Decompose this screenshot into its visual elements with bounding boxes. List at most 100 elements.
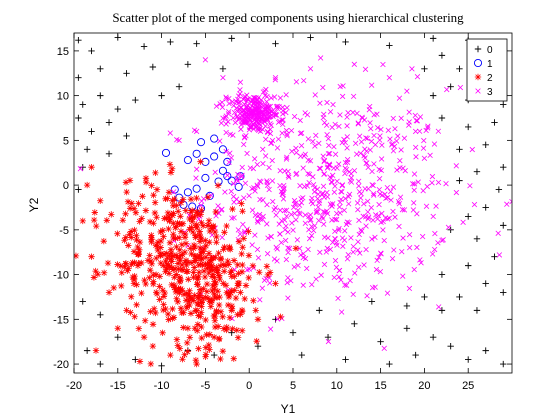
point-series-2 — [211, 285, 218, 293]
y-tick-label: 10 — [57, 91, 69, 103]
point-series-3 — [409, 66, 415, 72]
point-series-2 — [149, 342, 157, 350]
point-series-3 — [270, 198, 276, 205]
point-series-3 — [378, 126, 384, 133]
point-series-3 — [321, 234, 328, 240]
point-series-2 — [198, 255, 205, 262]
point-series-3 — [272, 75, 279, 81]
point-series-3 — [363, 223, 369, 229]
point-series-2 — [197, 211, 204, 218]
point-series-2 — [90, 274, 98, 281]
point-series-3 — [331, 144, 337, 150]
point-series-3 — [324, 189, 330, 196]
point-series-2 — [197, 309, 205, 316]
point-series-2 — [165, 270, 173, 277]
point-series-2 — [173, 271, 180, 278]
point-series-3 — [322, 209, 328, 215]
point-series-2 — [199, 261, 206, 269]
point-series-3 — [346, 219, 352, 226]
point-series-3 — [279, 130, 285, 136]
point-series-3 — [243, 103, 250, 110]
point-series-2 — [184, 325, 192, 332]
point-series-3 — [390, 184, 397, 190]
point-series-3 — [329, 172, 336, 179]
point-series-2 — [213, 264, 220, 271]
point-series-3 — [377, 133, 383, 139]
point-series-3 — [304, 265, 310, 272]
point-series-0 — [254, 342, 262, 350]
point-series-3 — [380, 61, 386, 68]
point-series-3 — [310, 227, 317, 234]
x-axis-label: Y1 — [281, 402, 296, 416]
point-series-2 — [170, 220, 177, 227]
point-series-3 — [283, 156, 290, 162]
x-tick-label: 20 — [418, 380, 430, 392]
point-series-2 — [187, 195, 195, 203]
point-series-2 — [292, 245, 300, 252]
point-series-2 — [122, 179, 130, 186]
point-series-0 — [97, 65, 104, 72]
point-series-0 — [482, 204, 489, 211]
point-series-3 — [325, 338, 332, 345]
point-series-3 — [372, 284, 378, 290]
point-series-3 — [361, 262, 367, 268]
point-series-0 — [456, 65, 463, 72]
x-tick-label: -20 — [66, 380, 82, 392]
point-series-2 — [148, 260, 155, 268]
point-series-3 — [263, 86, 269, 93]
point-series-3 — [277, 168, 283, 174]
point-series-2 — [205, 217, 213, 224]
point-series-2 — [230, 355, 237, 362]
point-series-2 — [177, 252, 185, 259]
point-series-2 — [202, 353, 209, 360]
point-series-3 — [390, 208, 396, 215]
point-series-3 — [471, 201, 478, 208]
point-series-3 — [421, 137, 427, 144]
point-series-3 — [258, 97, 265, 103]
point-series-3 — [343, 166, 350, 173]
point-series-2 — [196, 252, 203, 259]
point-series-2 — [169, 305, 176, 313]
point-series-0 — [175, 83, 183, 90]
point-series-3 — [274, 246, 280, 252]
point-series-2 — [203, 331, 210, 339]
point-series-2 — [160, 233, 167, 240]
point-series-3 — [387, 136, 393, 142]
point-series-2 — [188, 250, 195, 258]
point-series-3 — [371, 161, 377, 167]
point-series-3 — [367, 103, 373, 110]
point-series-3 — [429, 180, 435, 186]
point-series-2 — [187, 245, 194, 252]
point-series-2 — [173, 295, 180, 302]
point-series-3 — [331, 189, 338, 195]
point-series-2 — [74, 252, 80, 260]
point-series-2 — [193, 360, 200, 368]
x-tick-label: 25 — [462, 380, 474, 392]
point-series-2 — [148, 234, 155, 242]
point-series-2 — [177, 213, 184, 220]
point-series-2 — [128, 261, 135, 268]
point-series-2 — [225, 261, 232, 268]
point-series-0 — [75, 36, 82, 44]
point-series-0 — [351, 320, 358, 327]
point-series-3 — [412, 112, 418, 119]
point-series-2 — [79, 217, 86, 225]
point-series-3 — [355, 121, 361, 127]
point-series-3 — [316, 217, 322, 224]
point-series-3 — [300, 195, 306, 201]
point-series-2 — [152, 309, 159, 317]
x-tick-label: 5 — [290, 380, 296, 392]
point-series-2 — [277, 313, 284, 321]
point-series-2 — [225, 293, 233, 301]
point-series-2 — [140, 334, 148, 341]
point-series-2 — [92, 347, 100, 354]
point-series-3 — [273, 212, 279, 218]
point-series-2 — [162, 305, 169, 313]
point-series-2 — [205, 269, 212, 277]
point-series-3 — [271, 94, 278, 100]
point-series-3 — [395, 199, 402, 205]
point-series-2 — [121, 237, 128, 244]
point-series-3 — [297, 153, 304, 159]
point-series-3 — [346, 169, 353, 175]
point-series-2 — [203, 265, 211, 272]
